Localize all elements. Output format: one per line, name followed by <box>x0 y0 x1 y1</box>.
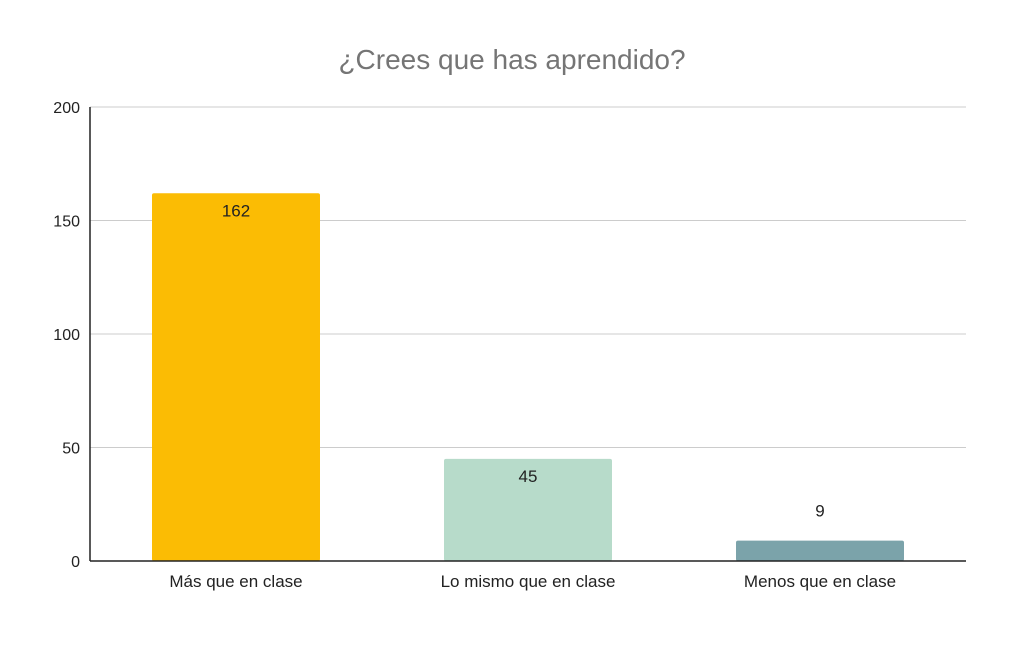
bar <box>152 193 320 561</box>
y-tick-label: 50 <box>62 441 80 458</box>
bar <box>736 540 904 561</box>
y-tick-label: 150 <box>53 214 80 231</box>
data-label: 45 <box>519 467 538 486</box>
data-label: 9 <box>815 502 824 521</box>
x-tick-label: Lo mismo que en clase <box>441 572 616 591</box>
x-tick-label: Más que en clase <box>169 572 302 591</box>
bar <box>444 458 612 561</box>
y-tick-label: 200 <box>53 100 80 117</box>
y-tick-label: 100 <box>53 327 80 344</box>
data-label: 162 <box>222 201 250 220</box>
y-tick-label: 0 <box>71 554 80 571</box>
x-tick-label: Menos que en clase <box>744 572 896 591</box>
chart-title: ¿Crees que has aprendido? <box>338 44 686 75</box>
